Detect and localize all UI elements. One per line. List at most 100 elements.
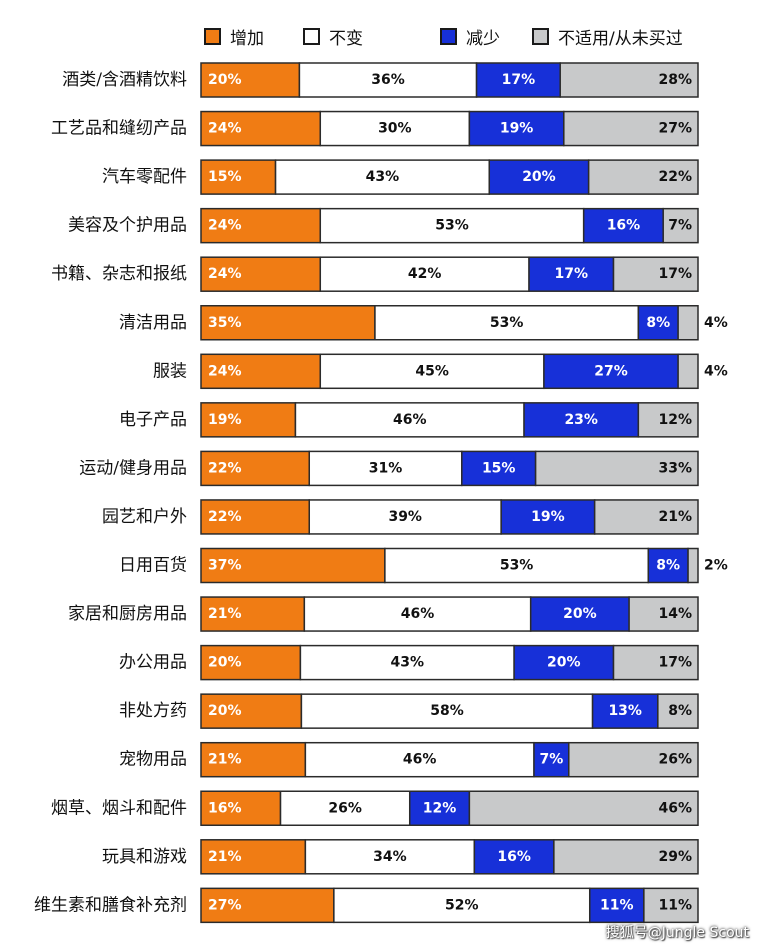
bar-segment-increase — [200, 839, 307, 875]
data-label-decrease: 20% — [547, 655, 581, 671]
data-label-not-applicable: 29% — [658, 849, 692, 865]
data-label-increase: 27% — [208, 897, 242, 913]
bar-segment-decrease — [528, 256, 615, 292]
data-label-increase: 24% — [208, 266, 242, 282]
bar-segment-not-applicable — [612, 644, 699, 681]
data-label-unchanged: 43% — [366, 169, 400, 185]
data-label-not-applicable: 4% — [704, 315, 728, 331]
data-label-unchanged: 58% — [430, 703, 464, 719]
category-label: 运动/健身用品 — [79, 458, 187, 478]
bar-segment-not-applicable — [559, 62, 699, 98]
bar-segment-unchanged — [319, 110, 471, 147]
data-label-not-applicable: 7% — [668, 218, 692, 234]
category-label: 酒类/含酒精饮料 — [62, 70, 187, 90]
data-label-unchanged: 31% — [369, 460, 403, 476]
data-label-unchanged: 42% — [408, 266, 442, 282]
bar-segment-unchanged — [304, 839, 476, 875]
bar-segment-not-applicable — [643, 887, 699, 924]
data-label-unchanged: 46% — [393, 412, 427, 428]
bar-segment-increase — [200, 207, 322, 244]
category-label: 美容及个护用品 — [68, 216, 187, 236]
legend-label-increase: 增加 — [230, 28, 264, 49]
legend-label-not-applicable: 不适用/从未买过 — [558, 28, 683, 49]
data-label-increase: 16% — [208, 800, 242, 816]
data-label-unchanged: 43% — [390, 655, 424, 671]
category-label: 家居和厨房用品 — [68, 604, 187, 624]
data-label-not-applicable: 11% — [658, 897, 692, 913]
bar-segment-unchanged — [299, 644, 515, 681]
bar-segment-decrease — [529, 596, 630, 632]
data-label-not-applicable: 27% — [658, 121, 692, 137]
data-label-not-applicable: 2% — [704, 558, 728, 574]
data-label-not-applicable: 17% — [658, 655, 692, 671]
category-label: 玩具和游戏 — [102, 847, 187, 867]
data-label-decrease: 13% — [608, 703, 642, 719]
data-label-unchanged: 30% — [378, 121, 412, 137]
bar-segment-decrease — [588, 887, 645, 924]
bar-segment-decrease — [637, 305, 679, 341]
data-label-increase: 37% — [208, 558, 242, 574]
bar-segment-increase — [200, 110, 322, 147]
bar-segment-not-applicable — [612, 256, 699, 292]
bar-segment-not-applicable — [563, 110, 699, 147]
bar-segment-not-applicable — [553, 839, 699, 875]
bar-segment-decrease — [543, 353, 679, 390]
data-label-not-applicable: 17% — [658, 266, 692, 282]
legend-label-decrease: 减少 — [466, 28, 500, 49]
bar-segment-unchanged — [384, 547, 650, 584]
bar-segment-not-applicable — [657, 693, 699, 729]
bar-segment-unchanged — [319, 256, 530, 292]
bar-segment-increase — [200, 353, 322, 390]
bar-segment-unchanged — [274, 159, 491, 195]
bar-segment-increase — [200, 499, 311, 535]
watermark: 搜狐号@Jungle Scout — [605, 925, 749, 941]
category-label: 工艺品和缝纫产品 — [51, 119, 187, 139]
data-label-decrease: 20% — [563, 606, 597, 622]
data-label-increase: 20% — [208, 655, 242, 671]
category-label: 日用百货 — [119, 556, 187, 576]
bar-segment-decrease — [591, 693, 659, 729]
data-label-increase: 24% — [208, 218, 242, 234]
bar-segment-increase — [200, 741, 307, 778]
legend-swatch-decrease — [440, 27, 457, 45]
category-label: 电子产品 — [119, 410, 187, 430]
data-label-decrease: 11% — [600, 897, 634, 913]
data-label-unchanged: 46% — [401, 606, 435, 622]
legend-swatch-not-applicable — [532, 27, 549, 45]
bar-segment-not-applicable — [677, 353, 699, 390]
category-label: 烟草、烟斗和配件 — [51, 798, 187, 818]
bar-segment-not-applicable — [587, 159, 699, 195]
data-label-decrease: 15% — [482, 460, 516, 476]
data-label-unchanged: 52% — [445, 897, 479, 913]
data-label-increase: 20% — [208, 703, 242, 719]
bar-segment-not-applicable — [687, 547, 699, 584]
data-label-unchanged: 46% — [403, 752, 437, 768]
legend-item-not-applicable: 不适用/从未买过 — [532, 22, 683, 50]
data-label-increase: 20% — [208, 72, 242, 88]
data-label-not-applicable: 22% — [658, 169, 692, 185]
bar-segment-decrease — [468, 110, 565, 147]
data-label-not-applicable: 26% — [658, 752, 692, 768]
bar-segment-not-applicable — [534, 450, 699, 487]
data-label-not-applicable: 21% — [658, 509, 692, 525]
bar-segment-increase — [200, 256, 322, 292]
bar-segment-increase — [200, 644, 302, 681]
category-label: 服装 — [153, 361, 187, 381]
data-label-decrease: 8% — [646, 315, 670, 331]
category-label: 办公用品 — [119, 653, 187, 673]
bar-segment-increase — [200, 450, 311, 487]
data-label-increase: 19% — [208, 412, 242, 428]
data-label-decrease: 16% — [607, 218, 641, 234]
data-label-increase: 22% — [208, 460, 242, 476]
legend-label-unchanged: 不变 — [329, 28, 363, 49]
data-label-increase: 15% — [208, 169, 242, 185]
bar-segment-not-applicable — [662, 207, 699, 244]
bar-segment-decrease — [473, 839, 555, 875]
bar-segment-unchanged — [308, 499, 502, 535]
bar-segment-increase — [200, 159, 277, 195]
bar-segment-unchanged — [298, 62, 478, 98]
data-label-not-applicable: 4% — [704, 363, 728, 379]
bar-segment-decrease — [488, 159, 590, 195]
data-label-decrease: 8% — [656, 558, 680, 574]
